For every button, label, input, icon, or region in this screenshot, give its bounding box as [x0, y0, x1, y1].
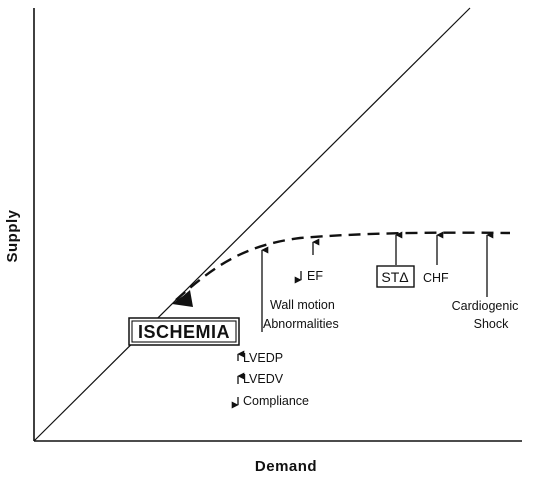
compliance-label: Compliance: [243, 394, 309, 408]
supply-demand-line: [33, 7, 471, 442]
ischemia-label: ISCHEMIA: [138, 322, 230, 342]
ischemia-box: ISCHEMIA: [128, 317, 240, 346]
st-change-label: STΔ: [381, 269, 408, 285]
chf-label: CHF: [423, 271, 449, 285]
ischemia-onset-arrow: [172, 290, 193, 307]
x-axis-label: Demand: [255, 458, 317, 475]
cardiogenic-label: Cardiogenic: [452, 299, 519, 313]
wall-motion-label-1: Wall motion: [270, 298, 335, 312]
ef-label: EF: [307, 269, 323, 283]
lvedp-label: LVEDP: [243, 351, 283, 365]
dashed-supply-curve: [175, 231, 511, 301]
st-change-box: [376, 265, 415, 288]
lvedv-label: LVEDV: [243, 372, 284, 386]
wall-motion-label-2: Abnormalities: [263, 317, 339, 331]
y-axis-label: Supply: [4, 209, 21, 262]
shock-label: Shock: [474, 317, 509, 331]
